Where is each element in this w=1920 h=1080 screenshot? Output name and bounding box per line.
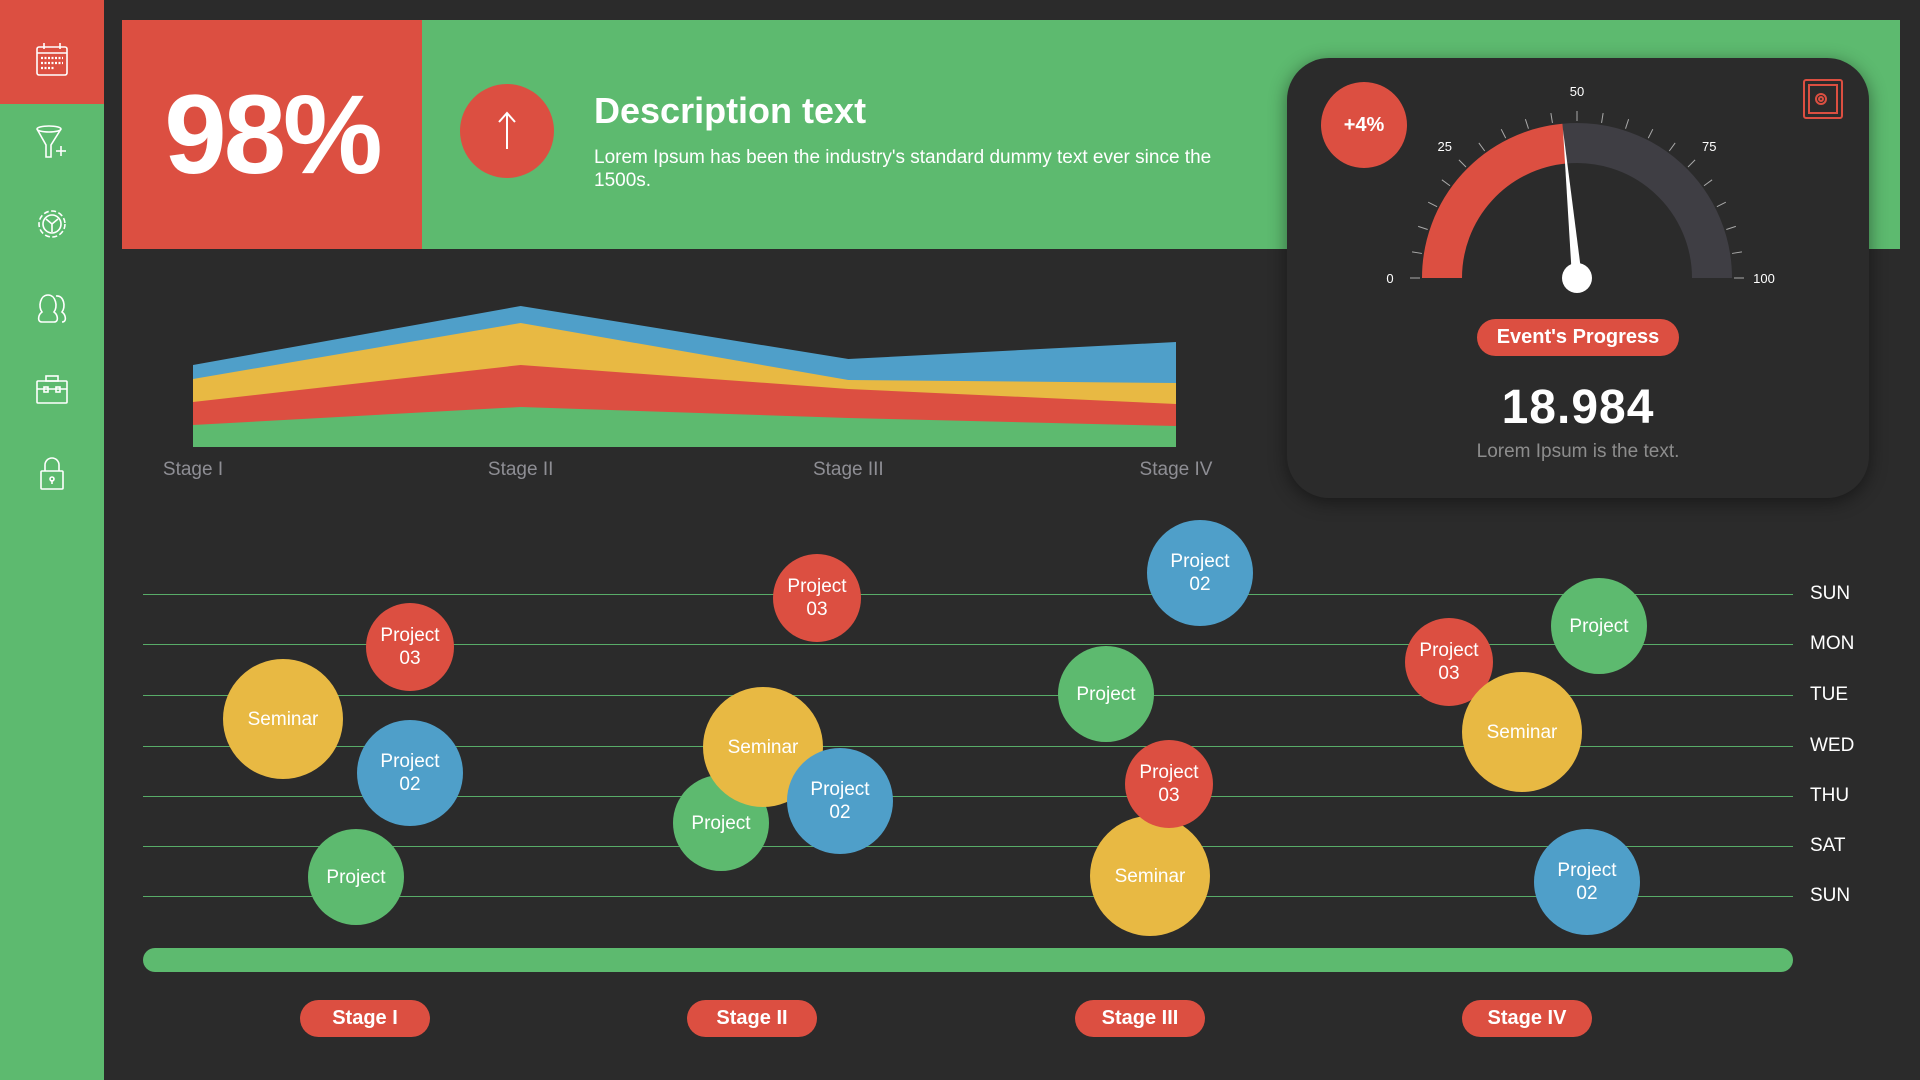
event-bubble[interactable]: Seminar — [1462, 672, 1582, 792]
gauge-tick — [1687, 159, 1696, 168]
day-gridline — [143, 594, 1793, 595]
stage-pill[interactable]: Stage III — [1075, 1000, 1205, 1037]
gauge-tick — [1524, 119, 1529, 129]
progress-caption: Lorem Ipsum is the text. — [1476, 441, 1680, 462]
day-label: WED — [1810, 735, 1855, 756]
gauge-tick — [1550, 112, 1553, 124]
event-bubble[interactable]: Project — [1058, 646, 1154, 742]
gauge-tick — [1625, 119, 1630, 129]
stage-pill[interactable]: Stage II — [687, 1000, 817, 1037]
users-icon[interactable] — [32, 287, 72, 327]
gauge-tick — [1601, 112, 1604, 124]
gauge-tick — [1458, 159, 1467, 168]
stage-pill[interactable]: Stage I — [300, 1000, 430, 1037]
gauge-tick — [1726, 225, 1736, 230]
progress-number: 18.984 — [1501, 381, 1655, 434]
gauge-tick — [1478, 142, 1486, 152]
arrow-up-button[interactable] — [460, 84, 554, 178]
gauge-tick — [1427, 201, 1438, 208]
stacked-area-chart — [193, 306, 1176, 447]
calendar-icon[interactable] — [32, 39, 72, 79]
gauge-tick — [1703, 179, 1713, 187]
gauge-label: 0 — [1386, 271, 1393, 286]
description-body: Lorem Ipsum has been the industry's stan… — [594, 147, 1212, 191]
day-label: SAT — [1810, 835, 1846, 856]
day-gridline — [143, 896, 1793, 897]
kpi-percentage: 98% — [164, 72, 382, 197]
area-x-label: Stage III — [812, 459, 884, 480]
gauge-label: 25 — [1438, 139, 1452, 154]
gear-icon[interactable] — [32, 204, 72, 244]
gauge-fill — [1422, 123, 1567, 279]
area-series — [193, 407, 1176, 447]
gauge-tick — [1418, 225, 1428, 230]
gauge-tick — [1411, 251, 1423, 254]
day-label: THU — [1810, 785, 1850, 806]
gauge-needle — [1562, 129, 1582, 279]
day-label: TUE — [1810, 684, 1848, 705]
gauge-label: 75 — [1702, 139, 1716, 154]
gauge-tick — [1647, 128, 1654, 139]
gauge-label: 50 — [1570, 84, 1584, 99]
event-bubble[interactable]: Project 03 — [773, 554, 861, 642]
day-gridline — [143, 846, 1793, 847]
day-gridline — [143, 644, 1793, 645]
event-bubble[interactable]: Seminar — [1090, 816, 1210, 936]
gauge-track — [1562, 123, 1732, 279]
gauge-tick — [1731, 251, 1743, 254]
toolbox-icon[interactable] — [32, 369, 72, 409]
event-bubble[interactable]: Project — [1551, 578, 1647, 674]
event-bubble[interactable]: Project 03 — [366, 603, 454, 691]
event-bubble[interactable]: Project 03 — [1125, 740, 1213, 828]
lock-icon[interactable] — [32, 453, 72, 493]
day-label: MON — [1810, 633, 1855, 654]
sidebar-active-highlight — [0, 0, 104, 104]
funnel-add-icon[interactable] — [32, 121, 72, 161]
day-gridline — [143, 796, 1793, 797]
event-bubble[interactable]: Project 02 — [357, 720, 463, 826]
event-bubble[interactable]: Project — [308, 829, 404, 925]
sidebar — [0, 0, 104, 1080]
day-label: SUN — [1810, 583, 1851, 604]
area-x-label: Stage IV — [1139, 459, 1213, 480]
area-x-label: Stage II — [487, 459, 554, 480]
safe-icon[interactable] — [1802, 78, 1844, 120]
gauge-needle-hub — [1562, 263, 1592, 293]
progress-gauge: 0 25 50 75 100 — [1386, 84, 1775, 293]
event-bubble[interactable]: Seminar — [223, 659, 343, 779]
event-bubble[interactable]: Project 02 — [1147, 520, 1253, 626]
gauge-tick — [1500, 128, 1507, 139]
gauge-tick — [1441, 179, 1451, 187]
day-gridline — [143, 746, 1793, 747]
description-title: Description text — [594, 90, 867, 131]
delta-badge: +4% — [1321, 82, 1407, 168]
events-progress-pill: Event's Progress — [1477, 319, 1679, 356]
gauge-tick — [1668, 142, 1676, 152]
gauge-label: 100 — [1753, 271, 1775, 286]
event-bubble[interactable]: Project 02 — [787, 748, 893, 854]
stage-pill[interactable]: Stage IV — [1462, 1000, 1592, 1037]
timeline-bar[interactable] — [143, 948, 1793, 972]
gauge-tick — [1716, 201, 1727, 208]
event-bubble[interactable]: Project 02 — [1534, 829, 1640, 935]
kpi-red-panel — [122, 20, 422, 249]
day-label: SUN — [1810, 885, 1851, 906]
area-x-label: Stage I — [162, 459, 224, 480]
arrow-up-icon — [498, 111, 516, 149]
day-gridline — [143, 695, 1793, 696]
